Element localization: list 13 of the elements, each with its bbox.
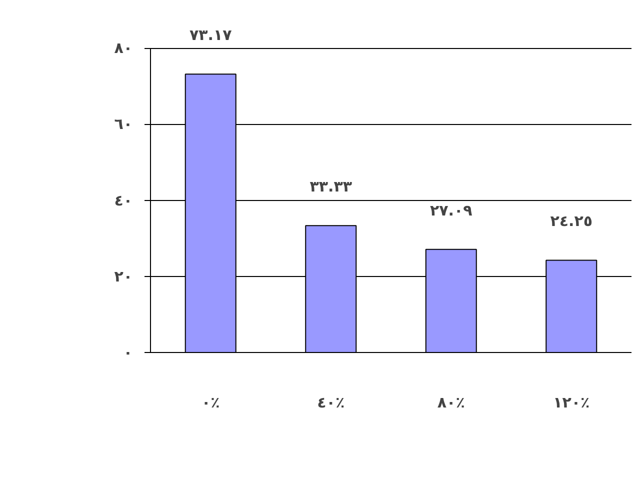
x-tick-label: ١٢٠٪ — [553, 394, 590, 412]
x-tick-label: ٨٠٪ — [437, 394, 465, 412]
y-tick-label: ٤٠ — [114, 191, 132, 210]
x-tick-label: ٤٠٪ — [317, 394, 345, 412]
y-tick-label: ٨٠ — [114, 39, 132, 58]
x-tick-label: ٠٪ — [201, 394, 220, 412]
y-tick-label: ٢٠ — [114, 267, 132, 286]
y-tick-label: ٦٠ — [114, 115, 132, 134]
data-label: ٣٣.٣٣ — [310, 178, 352, 196]
data-label: ٢٧.٠٩ — [430, 201, 472, 220]
data-label: ٧٣.١٧ — [189, 26, 232, 44]
data-label: ٢٤.٢٥ — [550, 212, 593, 230]
y-tick-label: ٠ — [123, 344, 132, 362]
